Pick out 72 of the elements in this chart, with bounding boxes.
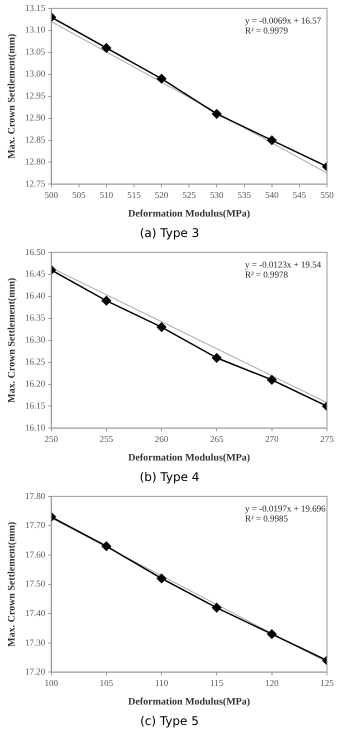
x-tick-label: 550 (320, 190, 334, 200)
y-tick-label: 12.95 (25, 90, 46, 101)
x-tick-label: 250 (44, 434, 58, 444)
x-tick-label: 275 (320, 434, 334, 444)
y-tick-label: 16.30 (25, 334, 46, 345)
y-axis-title: Max. Crown Settlement(mm) (6, 34, 18, 159)
y-tick-label: 17.70 (25, 520, 46, 530)
point (102, 43, 112, 53)
x-tick-label: 535 (238, 190, 252, 200)
x-tick-label: 505 (72, 190, 86, 200)
y-tick-label: 13.00 (25, 68, 46, 79)
annotation: R² = 0.9978 (245, 269, 289, 280)
y-tick-label: 16.40 (25, 290, 46, 301)
y-tick-label: 17.50 (25, 578, 46, 589)
x-tick-label: 265 (210, 434, 224, 444)
annotation: y = -0.0123x + 19.54 (245, 259, 322, 270)
point (156, 574, 166, 584)
x-tick-label: 270 (265, 434, 280, 444)
text: (a) Type 3 (138, 225, 200, 242)
y-tick-label: 16.20 (25, 378, 46, 389)
y-tick-label: 12.85 (25, 134, 46, 145)
x-axis-title: Deformation Modulus(MPa) (128, 696, 250, 708)
y-tick-label: 16.50 (25, 246, 46, 257)
y-tick-label: 13.10 (25, 24, 46, 35)
x-tick-label: 260 (154, 434, 169, 444)
y-tick-label: 12.75 (25, 178, 46, 189)
y-tick-label: 12.80 (25, 156, 46, 167)
annotation: R² = 0.9979 (245, 25, 289, 36)
x-tick-label: 125 (320, 678, 334, 688)
point (212, 353, 222, 363)
y-axis-title: Max. Crown Settlement(mm) (6, 522, 18, 647)
x-tick-label: 510 (100, 190, 114, 200)
y-tick-label: 16.35 (25, 312, 46, 323)
y-tick-label: 16.10 (25, 422, 46, 433)
y-tick-label: 17.80 (25, 490, 46, 501)
x-tick-label: 100 (44, 678, 58, 688)
x-tick-label: 105 (100, 678, 114, 688)
text: (c) Type 5 (139, 713, 200, 730)
x-tick-label: 500 (44, 190, 58, 200)
annotation: y = -0.0197x + 19.696 (245, 503, 326, 514)
x-tick-label: 120 (265, 678, 280, 688)
x-tick-label: 255 (100, 434, 114, 444)
point (102, 541, 112, 551)
y-tick-label: 17.30 (25, 637, 46, 648)
point (212, 602, 222, 612)
text: (b) Type 4 (138, 469, 200, 486)
point (102, 296, 112, 306)
x-tick-label: 540 (265, 190, 280, 200)
y-tick-label: 16.45 (25, 268, 46, 279)
x-tick-label: 530 (210, 190, 224, 200)
y-tick-label: 13.15 (25, 2, 46, 13)
x-axis-title: Deformation Modulus(MPa) (128, 452, 250, 464)
y-axis-title: Max. Crown Settlement(mm) (6, 278, 18, 403)
y-tick-label: 12.90 (25, 112, 46, 123)
x-tick-label: 545 (292, 190, 307, 200)
x-tick-label: 520 (154, 190, 169, 200)
point (156, 74, 166, 84)
y-tick-label: 17.60 (25, 549, 46, 560)
y-tick-label: 16.25 (25, 356, 46, 367)
y-tick-label: 17.40 (25, 608, 46, 618)
annotation: y = -0.0069x + 16.57 (245, 15, 322, 26)
x-tick-label: 110 (154, 678, 169, 688)
x-tick-label: 515 (127, 190, 142, 200)
y-tick-label: 17.20 (25, 666, 46, 677)
y-tick-label: 16.15 (25, 400, 46, 411)
y-tick-label: 13.05 (25, 46, 46, 57)
x-tick-label: 525 (182, 190, 196, 200)
x-tick-label: 115 (210, 678, 224, 688)
x-axis-title: Deformation Modulus(MPa) (128, 208, 250, 220)
point (212, 109, 222, 119)
point (156, 322, 166, 332)
annotation: R² = 0.9985 (245, 513, 289, 524)
